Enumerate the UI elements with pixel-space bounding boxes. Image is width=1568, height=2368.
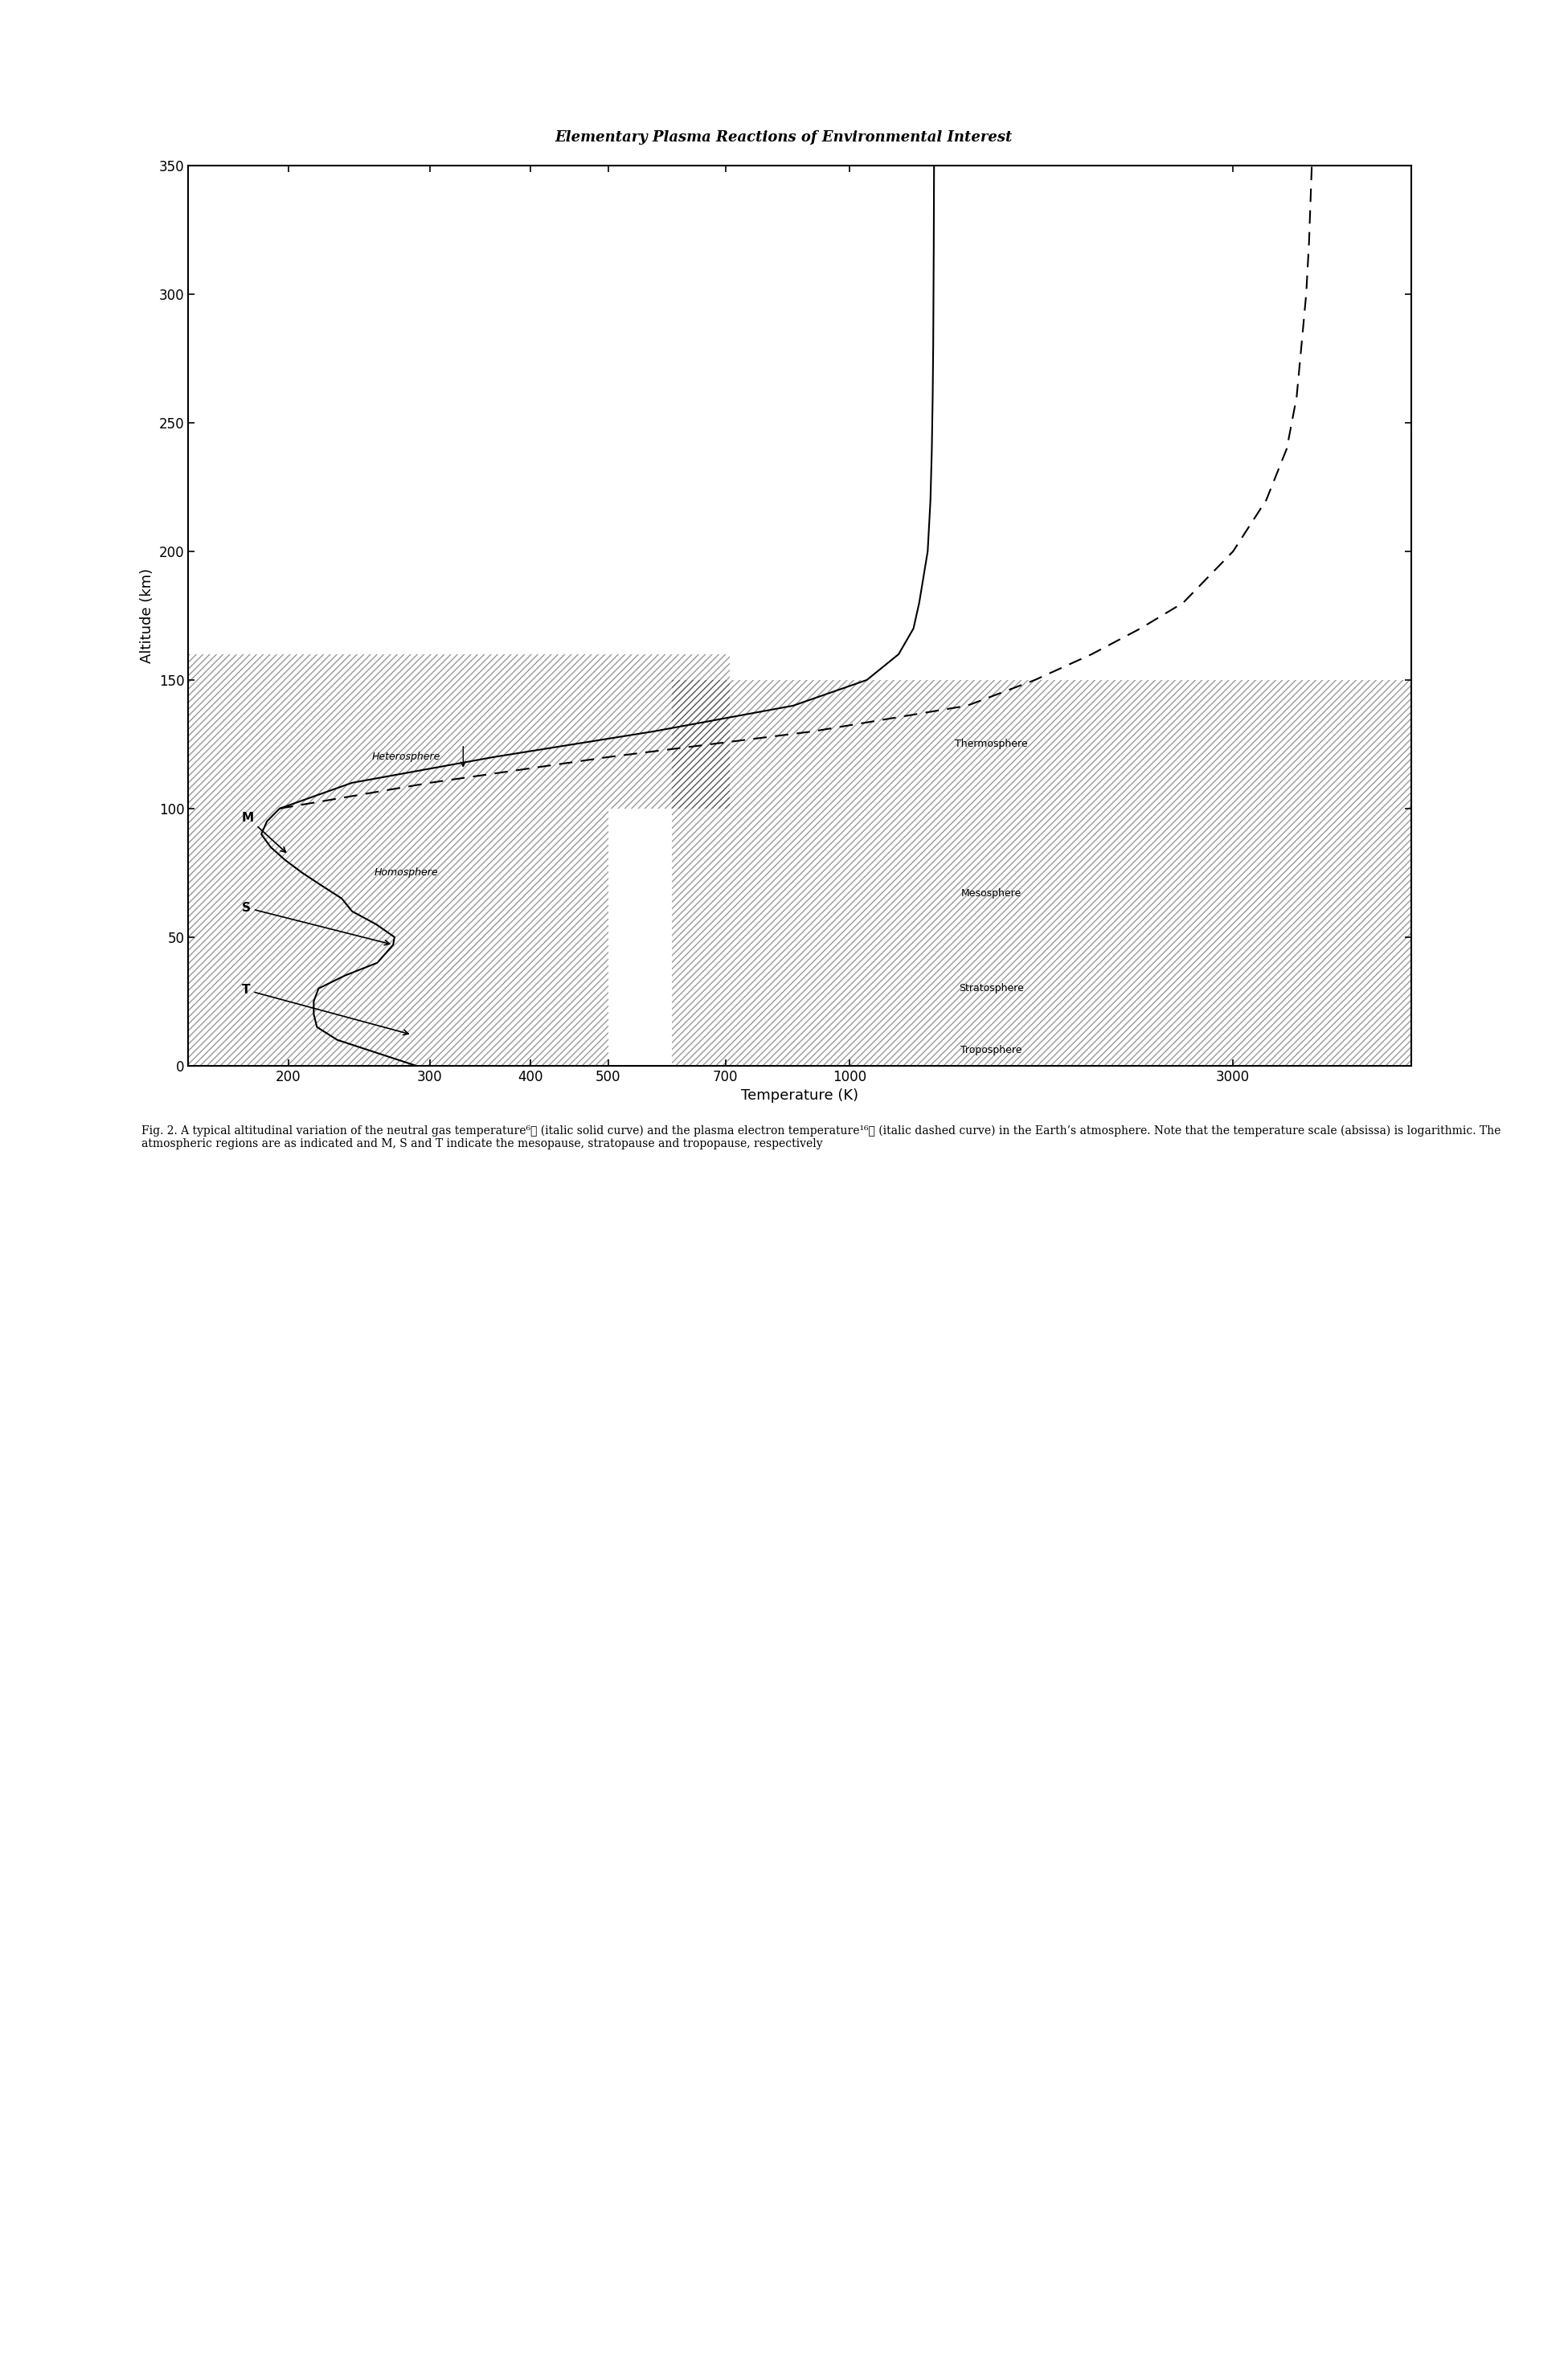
X-axis label: Temperature (K): Temperature (K) [742, 1089, 858, 1103]
Text: T: T [241, 985, 408, 1035]
Y-axis label: Altitude (km): Altitude (km) [140, 568, 154, 663]
Text: Homosphere: Homosphere [373, 867, 437, 879]
Text: Heterosphere: Heterosphere [372, 753, 441, 762]
Text: Fig. 2. A typical altitudinal variation of the neutral gas temperature⁶⧉ (italic: Fig. 2. A typical altitudinal variation … [141, 1125, 1501, 1148]
Text: Stratosphere: Stratosphere [958, 983, 1024, 995]
Text: Thermosphere: Thermosphere [955, 739, 1027, 748]
Text: S: S [241, 902, 389, 945]
Text: M: M [241, 812, 285, 852]
Text: Troposphere: Troposphere [961, 1044, 1022, 1056]
Text: Elementary Plasma Reactions of Environmental Interest: Elementary Plasma Reactions of Environme… [555, 130, 1013, 144]
Text: Mesosphere: Mesosphere [961, 888, 1021, 897]
